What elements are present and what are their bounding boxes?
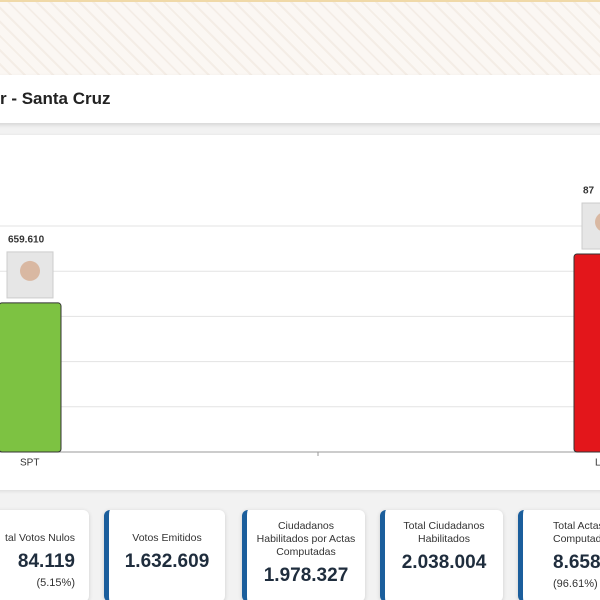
- candidate-photo-face: [595, 213, 600, 231]
- stat-label-line: tal Votos Nulos: [4, 532, 75, 544]
- stat-label-line: Computadas: [276, 546, 336, 558]
- stat-label-line: Votos Emitidos: [132, 532, 202, 544]
- stat-value: 8.658: [553, 552, 600, 573]
- candidate-photo: [581, 202, 600, 250]
- value-label: 659.610: [8, 235, 45, 246]
- stat-label-line: Habilitados: [418, 533, 470, 545]
- title: r - Santa Cruz: [0, 89, 111, 108]
- title-card: r - Santa Cruz: [0, 75, 600, 123]
- category-label: L: [595, 458, 600, 469]
- stat-value: 1.632.609: [124, 551, 210, 572]
- stat-label-line: Total Actas: [553, 520, 600, 532]
- stat-card: Total Ciudadanos Habilitados 2.038.004: [380, 510, 503, 600]
- bar: [573, 253, 600, 453]
- stat-label: Votos Emitidos: [109, 532, 225, 545]
- stat-value: 1.978.327: [263, 565, 349, 586]
- value-label: 87: [583, 186, 595, 197]
- category-label: SPT: [20, 458, 39, 469]
- stat-label: tal Votos Nulos: [0, 532, 75, 545]
- stat-note: (5.15%): [36, 577, 75, 589]
- stat-label: Ciudadanos Habilitados por Actas Computada…: [247, 520, 365, 559]
- stat-card: Ciudadanos Habilitados por Actas Computada…: [242, 510, 365, 600]
- stat-value: 84.119: [17, 551, 75, 572]
- stat-label: Total Ciudadanos Habilitados: [385, 520, 503, 546]
- header-band: [0, 0, 600, 77]
- stat-label-line: Habilitados por Actas: [256, 533, 356, 545]
- stat-label-line: Ciudadanos: [277, 520, 335, 532]
- chart: 659.610 SPT 87 L: [0, 186, 600, 469]
- candidate-photo-face: [20, 260, 40, 281]
- stat-label-line: Total Ciudadanos: [403, 520, 485, 532]
- chart-card: 659.610 SPT 87 L: [0, 135, 600, 490]
- stat-label-line: Computada: [553, 533, 600, 545]
- stat-card: Votos Emitidos 1.632.609: [104, 510, 225, 600]
- stat-note: (96.61%): [553, 578, 598, 590]
- stat-card: tal Votos Nulos 84.119 (5.15%): [0, 510, 89, 600]
- stat-value: 2.038.004: [401, 552, 487, 573]
- bar: [0, 302, 62, 453]
